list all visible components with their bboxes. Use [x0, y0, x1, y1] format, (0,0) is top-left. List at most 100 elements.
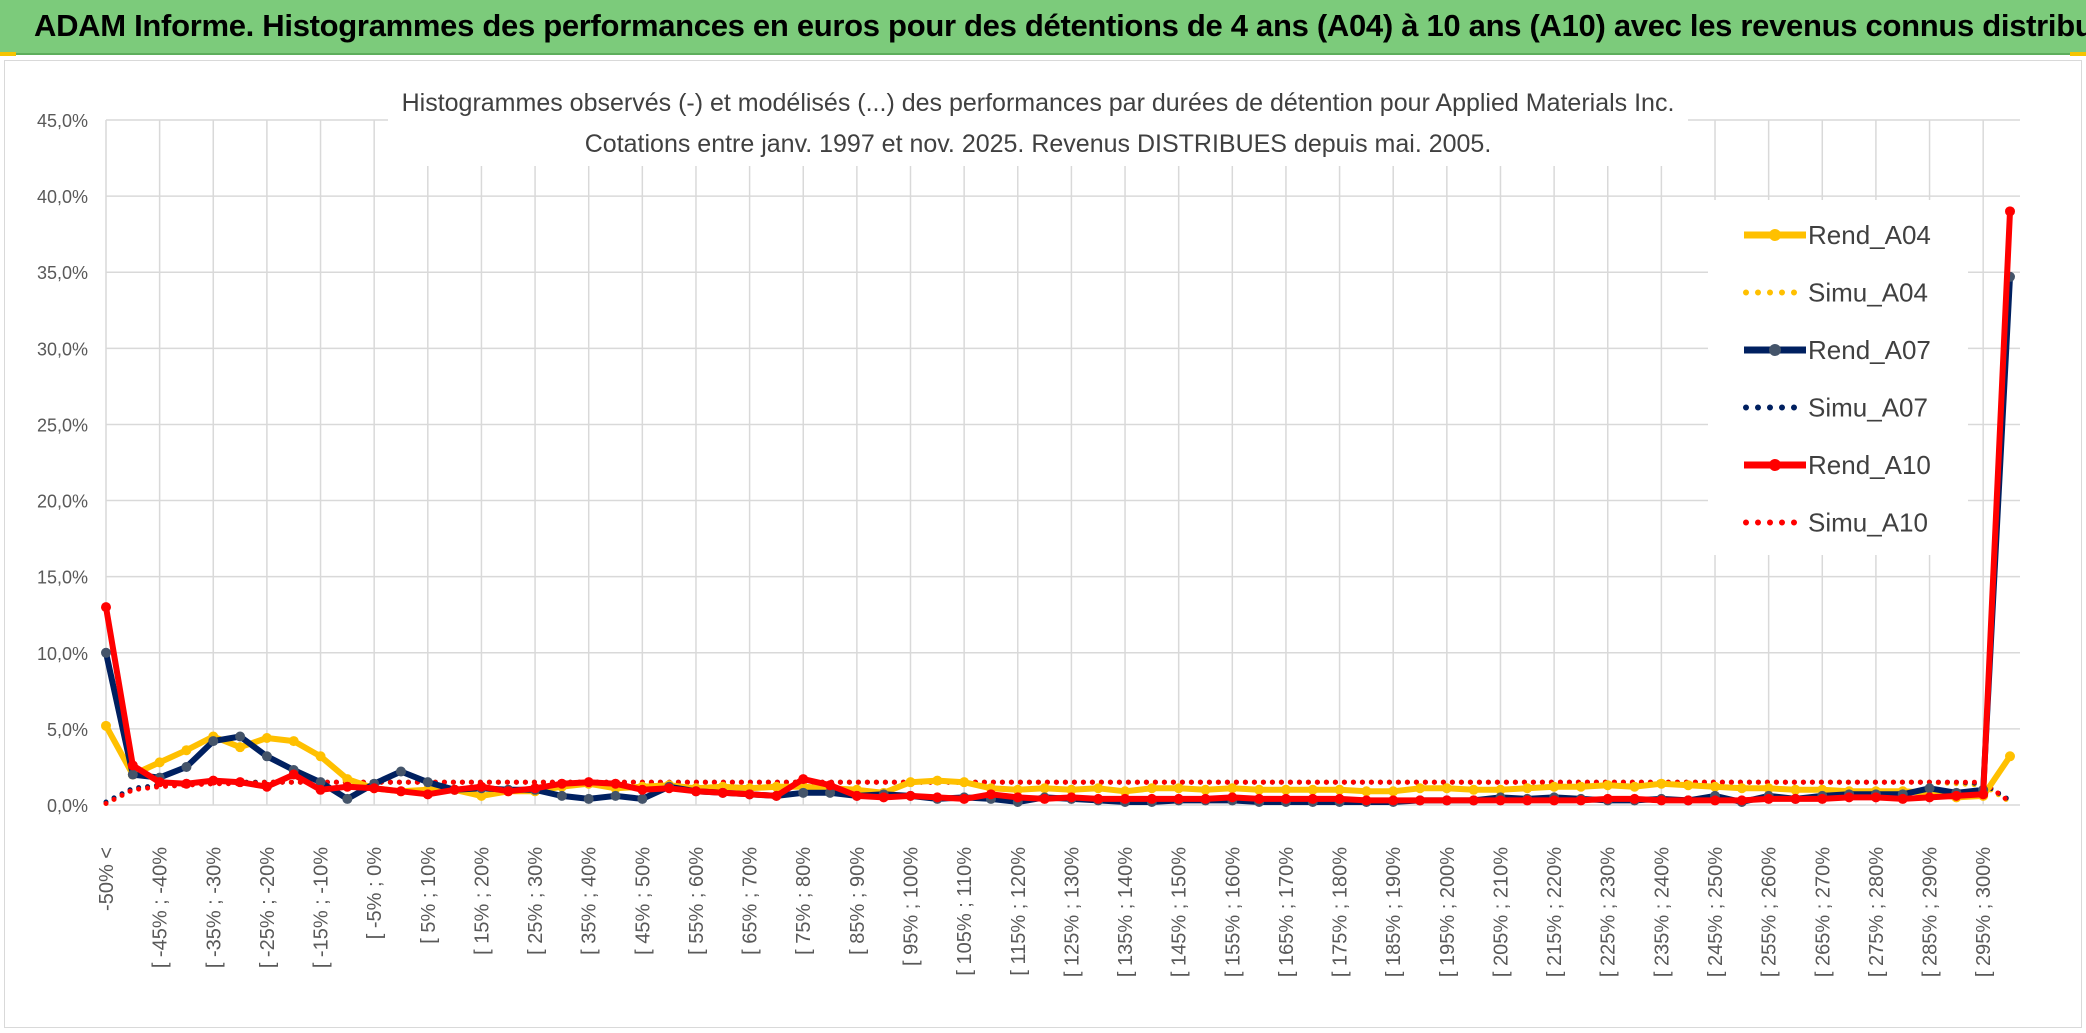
data-point — [342, 774, 353, 785]
data-point — [1334, 784, 1345, 795]
x-tick-label: [ 85% ; 90% — [847, 847, 869, 955]
data-point — [154, 757, 165, 768]
data-point — [1254, 793, 1265, 804]
data-point — [503, 786, 514, 797]
data-point — [1120, 793, 1131, 804]
data-point — [101, 647, 111, 658]
data-point — [395, 766, 406, 777]
data-point — [1790, 793, 1801, 804]
x-tick-label: [ -45% ; -40% — [150, 847, 172, 968]
data-point — [1736, 783, 1747, 794]
data-point — [1656, 795, 1667, 806]
y-axis-tick-labels: 0,0% 5,0% 10,0% 15,0% 20,0% 25,0% 30,0% 35,0% 40… — [37, 111, 88, 816]
data-point — [583, 793, 594, 804]
data-point — [1307, 784, 1318, 795]
data-point — [476, 790, 487, 801]
data-point — [476, 781, 487, 792]
data-point — [1388, 786, 1399, 797]
data-point — [1146, 783, 1157, 794]
y-tick-label: 0,0% — [47, 796, 88, 816]
data-point — [1870, 792, 1881, 803]
x-tick-label: [ 95% ; 100% — [901, 847, 923, 966]
data-point — [369, 783, 380, 794]
data-point — [1280, 793, 1291, 804]
x-tick-label: [ 145% ; 150% — [1169, 847, 1191, 977]
data-point — [1200, 793, 1211, 804]
legend-label: Rend_A04 — [1808, 220, 1931, 250]
legend-item: Rend_A04 — [1744, 220, 1931, 250]
y-tick-label: 15,0% — [37, 568, 88, 588]
y-tick-label: 45,0% — [37, 111, 88, 131]
x-tick-label: [ 115% ; 120% — [1008, 847, 1030, 976]
legend-label: Rend_A10 — [1808, 450, 1931, 480]
data-point — [771, 790, 782, 801]
x-tick-label: [ 135% ; 140% — [1115, 847, 1137, 977]
x-tick-label: [ 35% ; 40% — [579, 847, 601, 955]
series-lines — [101, 206, 2015, 807]
data-point — [1307, 793, 1318, 804]
legend-label: Rend_A07 — [1808, 335, 1931, 365]
data-point — [1575, 781, 1586, 792]
data-point — [235, 777, 246, 788]
data-point — [101, 602, 111, 613]
data-point — [181, 778, 192, 789]
data-point — [1012, 792, 1023, 803]
data-point — [1924, 792, 1935, 803]
y-tick-label: 25,0% — [37, 415, 88, 435]
data-point — [664, 783, 675, 794]
series-Rend_A04 — [101, 720, 2015, 803]
data-point — [2005, 206, 2015, 217]
data-point — [1415, 795, 1426, 806]
chart-title: Histogrammes observés (-) et modélisés (… — [402, 89, 1675, 117]
data-point — [1173, 793, 1184, 804]
x-tick-label: [ 215% ; 220% — [1544, 847, 1566, 977]
x-tick-label: [ 265% ; 270% — [1812, 847, 1834, 977]
data-point — [288, 769, 299, 780]
y-tick-label: 35,0% — [37, 263, 88, 283]
banner-accent-right — [2070, 52, 2086, 56]
data-point — [1415, 783, 1426, 794]
data-point — [1361, 786, 1372, 797]
data-point — [208, 736, 219, 747]
x-tick-label: [ 15% ; 20% — [471, 847, 493, 955]
x-tick-label: [ 5% ; 10% — [418, 847, 440, 944]
legend-box — [1708, 200, 1968, 555]
data-point — [154, 777, 165, 788]
x-tick-label: [ -5% ; 0% — [364, 847, 386, 939]
data-point — [1817, 793, 1828, 804]
data-point — [1334, 793, 1345, 804]
data-point — [342, 793, 353, 804]
data-point — [1575, 795, 1586, 806]
data-point — [1066, 792, 1077, 803]
data-point — [771, 781, 782, 792]
data-point — [530, 783, 541, 794]
data-point — [395, 786, 406, 797]
y-tick-label: 10,0% — [37, 644, 88, 664]
data-point — [1602, 793, 1613, 804]
x-tick-label: [ 105% ; 110% — [954, 847, 976, 976]
x-tick-label: [ 275% ; 280% — [1866, 847, 1888, 977]
x-tick-label: [ 65% ; 70% — [740, 847, 762, 955]
x-tick-label: [ 235% ; 240% — [1651, 847, 1673, 977]
data-point — [1039, 783, 1050, 794]
chart-area — [4, 60, 2082, 1028]
data-point — [1549, 781, 1560, 792]
data-point — [1683, 795, 1694, 806]
x-tick-label: [ 25% ; 30% — [525, 847, 547, 955]
legend: Rend_A04 Simu_A04 Rend_A07 Simu_A07 Rend_A10… — [1708, 200, 1968, 555]
data-point — [1763, 793, 1774, 804]
data-point — [932, 775, 943, 786]
y-tick-label: 40,0% — [37, 187, 88, 207]
legend-marker — [1769, 344, 1781, 356]
data-point — [422, 789, 433, 800]
data-point — [1522, 783, 1533, 794]
data-point — [985, 789, 996, 800]
x-tick-label: [ 55% ; 60% — [686, 847, 708, 955]
data-point — [1468, 795, 1479, 806]
data-point — [690, 786, 701, 797]
data-point — [583, 777, 594, 788]
x-tick-label: [ 205% ; 210% — [1490, 847, 1512, 977]
data-point — [315, 751, 326, 762]
data-point — [1093, 793, 1104, 804]
y-tick-label: 5,0% — [47, 720, 88, 740]
